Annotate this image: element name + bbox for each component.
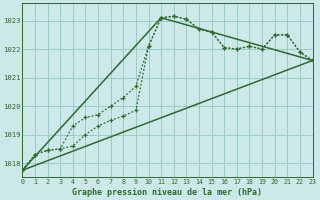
X-axis label: Graphe pression niveau de la mer (hPa): Graphe pression niveau de la mer (hPa) (72, 188, 262, 197)
